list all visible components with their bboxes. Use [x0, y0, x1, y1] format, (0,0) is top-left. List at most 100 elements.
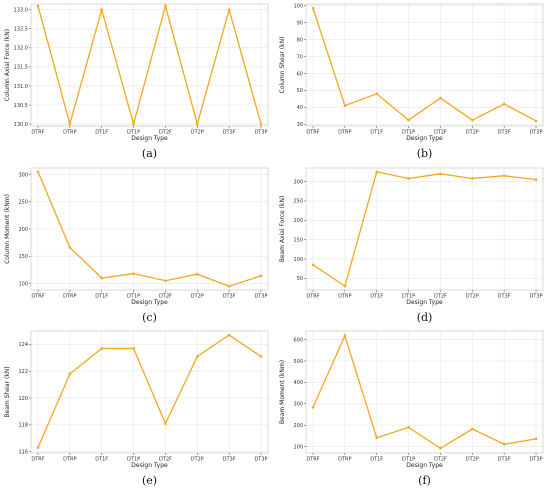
x-tick-label: DT2P — [191, 130, 204, 136]
chart-c: 100 150 200 250 300 DTRF DTRP DT1F DT1P DT2F DT2P… — [4, 167, 269, 324]
x-tick-label: DT1P — [127, 457, 140, 463]
data-point — [132, 347, 135, 350]
data-point — [375, 92, 379, 96]
x-tick-label: DT2P — [466, 130, 479, 136]
data-point — [195, 122, 199, 126]
xtick-layer: DTRF DTRP DT1F DT1P DT2F DT2P DT3F DT3P — [306, 290, 543, 300]
data-point — [36, 4, 40, 8]
y-tick-label: 131.0 — [14, 84, 28, 90]
x-axis-label: Design Type — [406, 135, 443, 142]
x-tick-label: DT3P — [254, 294, 267, 300]
x-tick-label: DTRF — [31, 130, 44, 136]
data-point — [68, 372, 72, 376]
data-point — [100, 347, 104, 350]
y-tick-label: 150 — [18, 254, 28, 260]
data-point — [311, 406, 315, 409]
x-tick-label: DT1P — [127, 130, 140, 136]
x-tick-label: DTRP — [63, 130, 76, 136]
data-point — [132, 272, 135, 275]
x-tick-label: DT3F — [223, 130, 236, 136]
x-tick-label: DT1F — [370, 294, 383, 300]
xtick-layer: DTRF DTRP DT1F DT1P DT2F DT2P DT3F DT3P — [31, 453, 268, 463]
data-point — [502, 174, 506, 178]
data-point — [195, 355, 199, 358]
data-point — [439, 172, 442, 176]
x-tick-label: DTRP — [338, 130, 351, 136]
y-tick-label: 132.0 — [14, 46, 28, 52]
y-axis-label: Column Shear (kN) — [279, 37, 286, 94]
y-tick-label: 50 — [297, 88, 303, 94]
y-tick-label: 120 — [18, 396, 28, 402]
xtick-layer: DTRF DTRP DT1F DT1P DT2F DT2P DT3F DT3P — [306, 453, 543, 463]
x-tick-label: DT3P — [254, 130, 267, 136]
data-point — [343, 104, 347, 107]
y-tick-label: 50 — [297, 276, 303, 282]
chart-e: 116 118 120 122 124 DTRF DTRP DT1F DT1P DT2F DT2P… — [4, 330, 269, 487]
x-tick-label: DT3F — [223, 294, 236, 300]
y-tick-label: 118 — [18, 423, 28, 429]
x-tick-label: DT2P — [191, 294, 204, 300]
x-tick-label: DT3F — [498, 130, 511, 136]
data-point — [164, 422, 167, 425]
x-tick-label: DTRP — [63, 457, 76, 463]
data-point — [502, 442, 506, 446]
plot-frame — [305, 167, 544, 291]
grid-layer — [31, 4, 268, 126]
x-tick-label: DT2P — [466, 294, 479, 300]
series-line — [312, 8, 537, 122]
data-point — [259, 274, 263, 278]
data-point — [343, 284, 347, 288]
x-tick-label: DTRP — [338, 457, 351, 463]
y-tick-label: 250 — [18, 200, 28, 206]
y-tick-label: 60 — [297, 71, 303, 77]
panel-label: (a) — [142, 147, 157, 160]
data-point — [407, 426, 410, 429]
data-point — [68, 246, 72, 249]
point-layer — [36, 333, 263, 449]
data-point — [195, 272, 199, 276]
data-point — [407, 118, 410, 122]
series-line — [312, 333, 537, 450]
data-point — [227, 333, 231, 337]
x-tick-label: DT1P — [402, 294, 415, 300]
data-point — [164, 279, 167, 283]
ytick-layer: 130.0 130.5 131.0 131.5 132.0 132.5 133.0 — [14, 8, 31, 128]
point-layer — [36, 4, 263, 126]
x-tick-label: DT1F — [95, 294, 108, 300]
x-tick-label: DT3F — [498, 294, 511, 300]
x-tick-label: DT1F — [95, 130, 108, 136]
x-tick-label: DT2F — [434, 130, 447, 136]
data-point — [68, 122, 72, 126]
x-axis-label: Design Type — [131, 462, 168, 469]
data-point — [470, 118, 474, 122]
data-point — [36, 170, 40, 174]
panel-label: (f) — [418, 474, 431, 487]
y-tick-label: 132.5 — [14, 27, 28, 33]
x-tick-label: DTRF — [31, 457, 44, 463]
x-tick-label: DT1P — [402, 457, 415, 463]
plot-frame — [30, 3, 269, 127]
xtick-layer: DTRF DTRP DT1F DT1P DT2F DT2P DT3F DT3P — [31, 126, 268, 136]
series-line — [37, 171, 262, 287]
panel-b: 30 40 50 60 70 80 90 100 DTRF DTRP DT1F DT1P DT2F DT… — [275, 0, 550, 164]
y-tick-label: 250 — [293, 199, 303, 205]
panel-c: 100 150 200 250 300 DTRF DTRP DT1F DT1P DT2F DT2P… — [0, 164, 275, 328]
point-layer — [311, 6, 538, 123]
x-tick-label: DTRF — [306, 294, 319, 300]
data-point — [36, 446, 40, 449]
data-point — [343, 334, 347, 338]
grid-layer — [31, 331, 268, 453]
xtick-layer: DTRF DTRP DT1F DT1P DT2F DT2P DT3F DT3P — [31, 290, 268, 300]
y-tick-label: 100 — [293, 3, 303, 9]
data-point — [375, 436, 379, 440]
y-tick-label: 90 — [297, 20, 303, 26]
data-point — [164, 4, 167, 8]
y-tick-label: 300 — [18, 172, 28, 178]
point-layer — [36, 170, 263, 288]
y-axis-label: Beam Moment (kNm) — [279, 360, 286, 424]
y-tick-label: 100 — [293, 444, 303, 450]
panel-label: (b) — [417, 147, 433, 160]
y-tick-label: 150 — [293, 237, 303, 243]
